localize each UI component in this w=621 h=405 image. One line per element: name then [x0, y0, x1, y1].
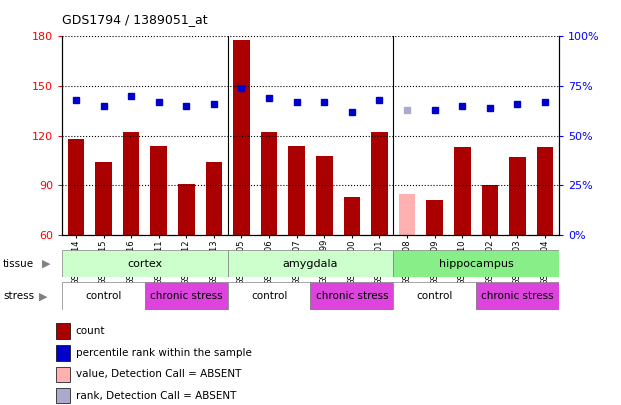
- Bar: [56, 323, 70, 339]
- Text: GDS1794 / 1389051_at: GDS1794 / 1389051_at: [62, 13, 208, 26]
- Text: cortex: cortex: [127, 259, 163, 269]
- Bar: [482, 185, 498, 235]
- Bar: [288, 146, 305, 235]
- Text: tissue: tissue: [3, 259, 34, 269]
- Text: amygdala: amygdala: [283, 259, 338, 269]
- Bar: [537, 147, 553, 235]
- Bar: [454, 147, 471, 235]
- Bar: [233, 40, 250, 235]
- Bar: [56, 367, 70, 382]
- Bar: [261, 132, 278, 235]
- Bar: [95, 162, 112, 235]
- Bar: [62, 250, 228, 277]
- Text: ▶: ▶: [39, 292, 47, 301]
- Bar: [393, 282, 476, 310]
- Text: value, Detection Call = ABSENT: value, Detection Call = ABSENT: [76, 369, 241, 379]
- Text: control: control: [251, 291, 288, 301]
- Text: count: count: [76, 326, 105, 336]
- Text: chronic stress: chronic stress: [315, 291, 388, 301]
- Bar: [123, 132, 139, 235]
- Text: ▶: ▶: [42, 259, 51, 269]
- Bar: [427, 200, 443, 235]
- Text: chronic stress: chronic stress: [481, 291, 554, 301]
- Bar: [228, 282, 310, 310]
- Bar: [399, 194, 415, 235]
- Text: percentile rank within the sample: percentile rank within the sample: [76, 348, 252, 358]
- Bar: [145, 282, 228, 310]
- Text: rank, Detection Call = ABSENT: rank, Detection Call = ABSENT: [76, 391, 236, 401]
- Bar: [228, 250, 393, 277]
- Text: control: control: [417, 291, 453, 301]
- Bar: [476, 282, 559, 310]
- Bar: [178, 183, 194, 235]
- Bar: [206, 162, 222, 235]
- Bar: [393, 250, 559, 277]
- Text: stress: stress: [3, 292, 34, 301]
- Bar: [56, 388, 70, 403]
- Bar: [150, 146, 167, 235]
- Text: control: control: [85, 291, 122, 301]
- Bar: [68, 139, 84, 235]
- Text: chronic stress: chronic stress: [150, 291, 222, 301]
- Bar: [509, 157, 526, 235]
- Bar: [343, 197, 360, 235]
- Bar: [371, 132, 388, 235]
- Bar: [56, 345, 70, 361]
- Bar: [310, 282, 393, 310]
- Text: hippocampus: hippocampus: [438, 259, 514, 269]
- Bar: [316, 156, 333, 235]
- Bar: [62, 282, 145, 310]
